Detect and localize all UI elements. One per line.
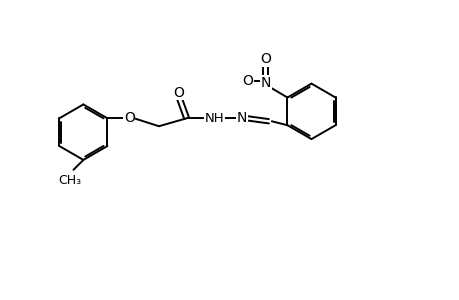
Text: N: N (260, 76, 270, 90)
Text: O: O (173, 85, 184, 100)
Text: N: N (236, 111, 247, 125)
Text: O: O (242, 74, 253, 88)
Text: O: O (123, 111, 134, 125)
Text: NH: NH (204, 112, 224, 125)
Text: CH₃: CH₃ (58, 174, 81, 187)
Text: O: O (260, 52, 270, 66)
